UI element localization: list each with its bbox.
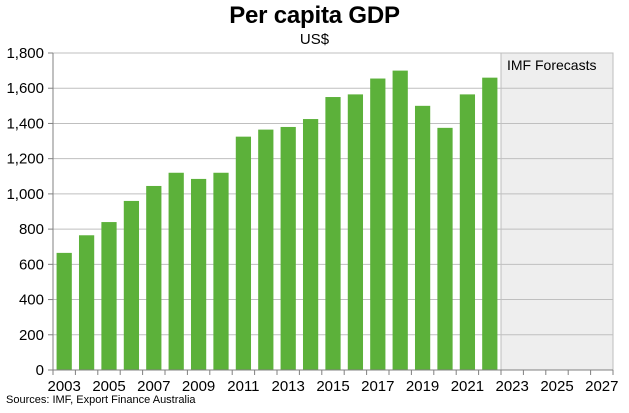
chart-title: Per capita GDP: [229, 2, 400, 29]
bar-2004: [78, 235, 95, 370]
bar-2015: [325, 97, 341, 371]
y-tick-label: 1,600: [6, 80, 44, 97]
bar-2003: [56, 252, 72, 370]
bar-2019: [414, 105, 431, 370]
bar-2005: [101, 222, 117, 370]
bar-2018: [392, 70, 408, 370]
chart-subtitle: US$: [299, 31, 330, 48]
x-tick-label: 2013: [272, 378, 305, 395]
x-tick-label: 2019: [406, 378, 439, 395]
bar-2012: [258, 129, 274, 370]
bar-2021: [459, 94, 476, 370]
x-tick-label: 2023: [496, 378, 529, 395]
x-tick-label: 2017: [361, 378, 394, 395]
y-tick-label: 0: [36, 362, 44, 379]
x-tick-label: 2027: [585, 378, 618, 395]
x-tick-label: 2021: [451, 378, 484, 395]
forecast-label: IMF Forecasts: [507, 57, 596, 73]
y-tick-label: 400: [19, 292, 44, 309]
y-tick-label: 1,000: [6, 186, 44, 203]
x-tick-label: 2009: [182, 378, 215, 395]
x-tick-label: 2005: [92, 378, 125, 395]
bar-2017: [370, 78, 386, 371]
bar-2013: [280, 126, 296, 370]
y-tick-label: 1,800: [6, 45, 44, 62]
bar-2009: [190, 178, 207, 370]
y-tick-label: 600: [19, 256, 44, 273]
x-tick-label: 2025: [540, 378, 573, 395]
bar-2022: [482, 77, 498, 371]
bar-2020: [437, 127, 453, 370]
bar-2016: [347, 94, 364, 370]
bar-2011: [235, 136, 252, 370]
y-tick-label: 200: [19, 327, 44, 344]
bar-2010: [213, 172, 229, 370]
x-tick-label: 2007: [137, 378, 170, 395]
x-tick-label: 2011: [227, 378, 259, 395]
bar-2014: [302, 119, 319, 371]
bar-2006: [123, 200, 140, 370]
y-tick-label: 1,200: [6, 151, 44, 168]
bar-2008: [168, 172, 184, 370]
x-tick-label: 2015: [316, 378, 349, 395]
x-tick-label: 2003: [48, 378, 81, 395]
source-note: Sources: IMF, Export Finance Australia: [6, 394, 196, 406]
bar-2007: [146, 185, 162, 370]
forecast-region: [500, 52, 614, 371]
y-tick-label: 1,400: [6, 115, 44, 132]
y-tick-label: 800: [19, 221, 44, 238]
